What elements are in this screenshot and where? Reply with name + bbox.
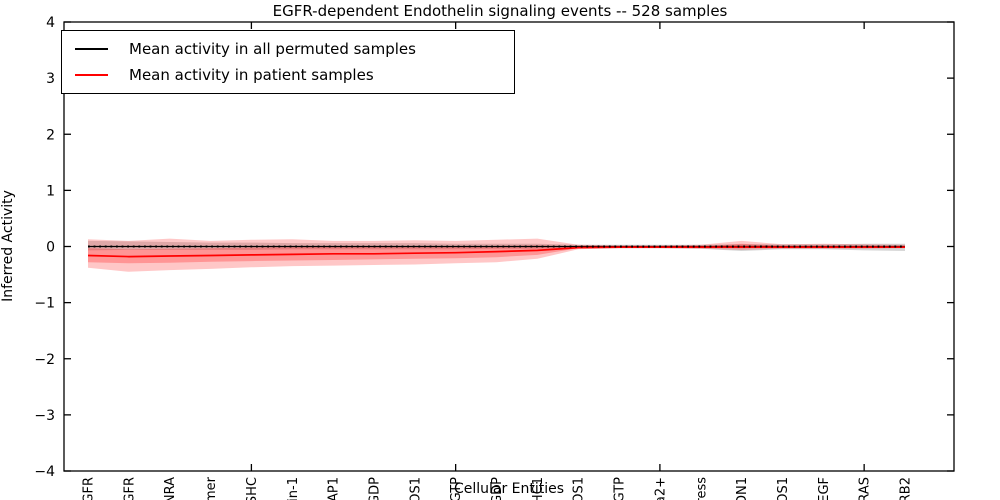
y-axis-label: Inferred Activity [0, 190, 16, 302]
y-tick-label: 0 [46, 240, 55, 256]
x-tick-label: HRAS/GTP [449, 477, 464, 500]
x-tick-label: EDN1 [735, 477, 750, 500]
x-tick-label: EGF [817, 477, 832, 500]
x-tick-label: FRAP1 [327, 477, 342, 500]
x-tick-label: GRB2 [899, 477, 914, 500]
y-tick-label: −3 [34, 408, 55, 424]
y-tick-label: 4 [46, 15, 55, 31]
x-tick-label: SOS1 [572, 477, 587, 500]
patient-line-swatch-icon [75, 74, 108, 77]
x-tick-label: HRAS/GDP [490, 477, 505, 500]
y-tick-label: 1 [46, 183, 55, 199]
y-tick-label: 3 [46, 71, 55, 87]
x-tick-label: HRAS [858, 477, 873, 500]
legend: Mean activity in all permuted samples Me… [61, 30, 515, 94]
chart-title: EGFR-dependent Endothelin signaling even… [272, 2, 728, 20]
permuted-line-swatch-icon [75, 47, 108, 50]
x-tick-label: EGFR [82, 477, 97, 500]
x-tick-label: EGF/EGFR dimer/SHC [245, 477, 260, 500]
y-tick-label: −4 [34, 464, 55, 480]
legend-item-patient: Mean activity in patient samples [75, 66, 514, 84]
x-tick-label: SHC1 [531, 477, 546, 500]
x-tick-label: EGF/EGFR dimer/SHC/GRB2/SOS1 [408, 477, 423, 500]
legend-label-permuted: Mean activity in all permuted samples [129, 39, 416, 58]
x-tick-label: response to oxidative stress [694, 477, 709, 500]
x-axis-label: Cellular Entities [453, 481, 565, 497]
x-tick-label: EGF/EGFR dimer [204, 476, 219, 500]
x-tick-label: EGF/EGFR [122, 477, 137, 500]
x-tick-label: GRB2/SOS1 [776, 477, 791, 500]
y-tick-label: −2 [34, 352, 55, 368]
x-tick-label: mol:GTP [613, 477, 628, 500]
legend-item-permuted: Mean activity in all permuted samples [75, 40, 514, 58]
x-tick-label: mol:GDP [367, 477, 382, 500]
patient-mean-line [87, 246, 905, 258]
patient-band-inner [88, 243, 905, 264]
y-tick-label: −1 [34, 296, 55, 312]
x-tick-label: EDNRA [163, 477, 178, 500]
legend-label-patient: Mean activity in patient samples [129, 66, 374, 85]
x-tick-label: ETA receptor/Endothelin-1 [286, 477, 301, 500]
x-tick-label: mol:Ca2+ [653, 477, 668, 500]
y-tick-label: 2 [46, 127, 55, 143]
